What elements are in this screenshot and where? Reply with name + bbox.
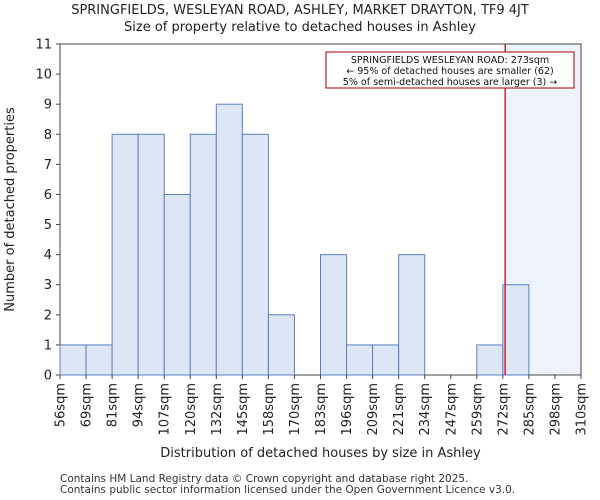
y-tick-label: 6 xyxy=(44,188,52,203)
x-tick-label: 158sqm xyxy=(262,383,277,436)
x-tick-label: 196sqm xyxy=(340,383,355,436)
bar-81sqm xyxy=(111,133,139,376)
bar-132sqm xyxy=(215,103,243,376)
chart-subtitle: Size of property relative to detached ho… xyxy=(124,20,476,35)
footer-line-1: Contains HM Land Registry data © Crown c… xyxy=(60,473,469,485)
bar-183sqm xyxy=(320,254,348,376)
x-tick-label: 107sqm xyxy=(158,383,173,436)
x-axis-label: Distribution of detached houses by size … xyxy=(160,446,481,461)
x-tick-label: 69sqm xyxy=(80,383,95,427)
histogram-chart: 0 1 2 3 4 5 6 7 8 9 10 11 56sqm 69sqm 81sqm 94sqm 107sqm… xyxy=(3,38,590,462)
x-tick-label: 209sqm xyxy=(366,383,381,436)
x-tick-label: 183sqm xyxy=(314,383,329,436)
bar-209sqm xyxy=(372,344,400,376)
y-tick-label: 9 xyxy=(44,98,52,113)
x-tick-label: 259sqm xyxy=(470,383,485,436)
bar-145sqm xyxy=(241,133,269,376)
y-tick-label: 1 xyxy=(44,338,52,353)
annotation-line-3: 5% of semi-detached houses are larger (3… xyxy=(343,77,557,88)
bar-272sqm xyxy=(502,284,530,376)
y-tick-label: 0 xyxy=(44,369,52,384)
y-tick-label: 7 xyxy=(44,158,52,173)
bar-196sqm xyxy=(346,344,374,376)
y-tick-label: 11 xyxy=(35,38,52,53)
x-tick-label: 81sqm xyxy=(106,383,121,427)
annotation-box xyxy=(325,51,575,89)
y-tick-label: 10 xyxy=(35,68,52,83)
bar-221sqm xyxy=(398,254,426,376)
annotation-line-2: ← 95% of detached houses are smaller (62… xyxy=(346,66,553,77)
x-tick-label: 120sqm xyxy=(184,383,199,436)
chart-title: SPRINGFIELDS, WESLEYAN ROAD, ASHLEY, MAR… xyxy=(71,3,529,18)
y-tick-label: 4 xyxy=(44,248,52,263)
bar-107sqm xyxy=(163,193,191,376)
x-tick-label: 285sqm xyxy=(522,383,537,436)
x-tick-label: 310sqm xyxy=(575,383,590,436)
footer-line-2: Contains public sector information licen… xyxy=(60,484,516,496)
y-tick-label: 2 xyxy=(44,308,52,323)
bar-69sqm xyxy=(85,344,113,376)
bar-94sqm xyxy=(137,133,165,376)
y-tick-label: 3 xyxy=(44,278,52,293)
bar-259sqm xyxy=(476,344,504,376)
y-tick-label: 5 xyxy=(44,218,52,233)
x-tick-label: 234sqm xyxy=(418,383,433,436)
bar-158sqm xyxy=(267,314,295,376)
x-tick-label: 247sqm xyxy=(444,383,459,436)
x-tick-label: 221sqm xyxy=(392,383,407,436)
x-tick-label: 145sqm xyxy=(236,383,251,436)
y-axis-label: Number of detached properties xyxy=(3,107,18,312)
x-tick-label: 170sqm xyxy=(288,383,303,436)
x-tick-label: 94sqm xyxy=(132,383,147,427)
x-tick-label: 298sqm xyxy=(548,383,563,436)
bar-120sqm xyxy=(189,133,217,376)
x-tick-label: 56sqm xyxy=(54,383,69,427)
x-tick-label: 272sqm xyxy=(496,383,511,436)
bar-56sqm xyxy=(59,344,87,376)
x-tick-label: 132sqm xyxy=(210,383,225,436)
annotation-line-1: SPRINGFIELDS WESLEYAN ROAD: 273sqm xyxy=(351,55,549,66)
y-tick-label: 8 xyxy=(44,128,52,143)
